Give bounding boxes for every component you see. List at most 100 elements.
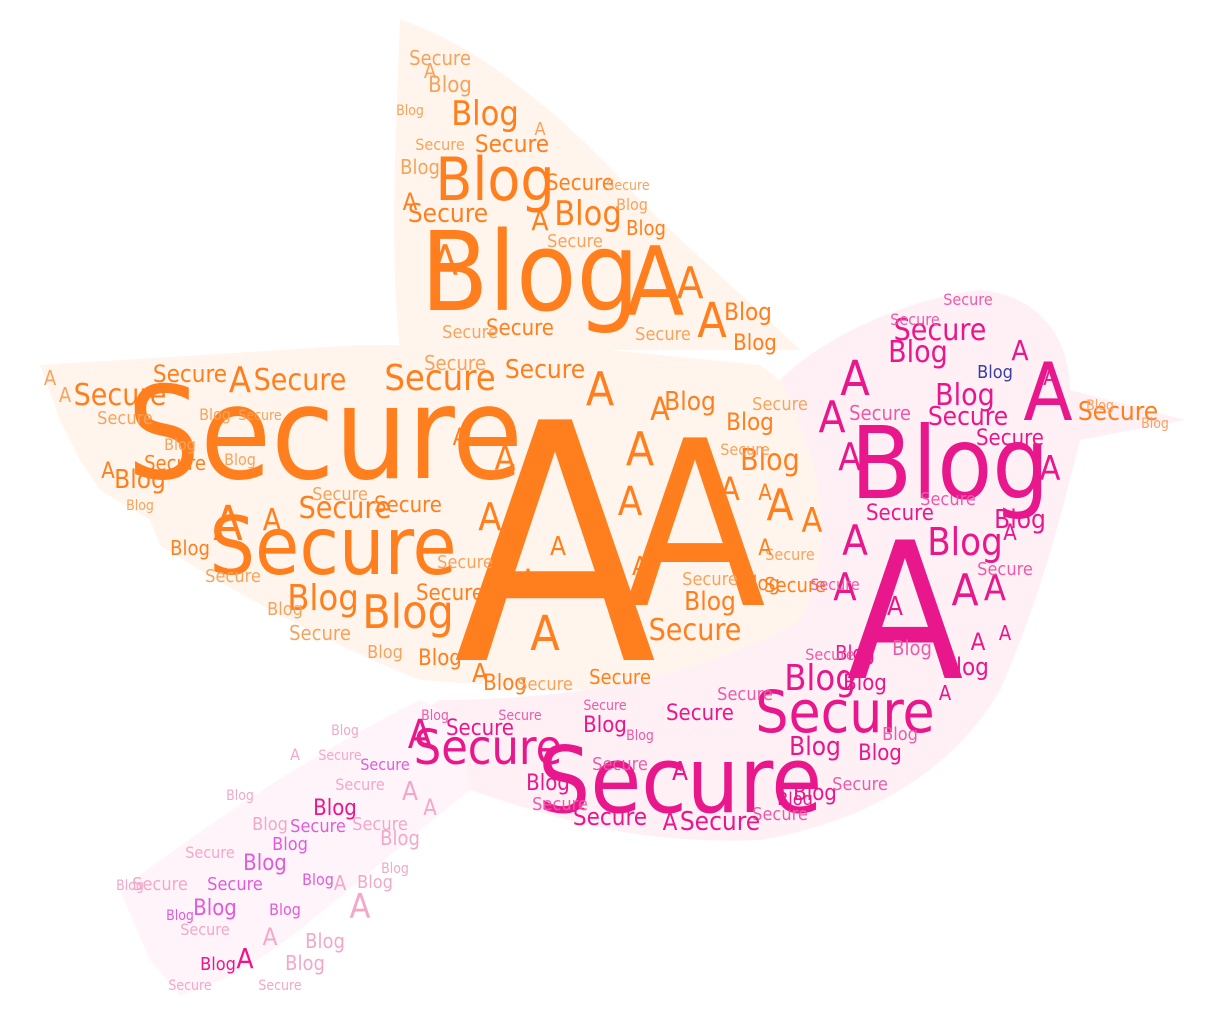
word-a: A bbox=[495, 439, 516, 479]
word-a: A bbox=[263, 503, 282, 538]
word-blog: Blog bbox=[224, 450, 256, 469]
word-a: A bbox=[453, 354, 656, 738]
word-blog: Blog bbox=[626, 728, 654, 744]
word-secure: Secure bbox=[254, 363, 347, 398]
word-secure: Secure bbox=[928, 402, 1008, 432]
dove-silhouette bbox=[40, 20, 1186, 995]
word-blog: Blog bbox=[977, 362, 1013, 383]
word-a: A bbox=[531, 204, 549, 237]
word-a: A bbox=[59, 383, 72, 407]
word-secure: Secure bbox=[486, 316, 554, 341]
word-a: A bbox=[766, 480, 793, 531]
word-blog: Blog bbox=[200, 954, 236, 975]
word-a: A bbox=[432, 236, 458, 285]
word-a: A bbox=[887, 592, 903, 622]
word-blog: Blog bbox=[400, 155, 440, 179]
word-a: A bbox=[1040, 449, 1061, 489]
word-blog: Blog bbox=[164, 435, 196, 454]
word-a: A bbox=[350, 887, 371, 927]
word-secure: Secure bbox=[573, 803, 647, 831]
word-a: A bbox=[802, 501, 823, 541]
word-blog: Blog bbox=[166, 908, 194, 924]
body-shape bbox=[418, 290, 1186, 841]
word-blog: Blog bbox=[935, 378, 995, 413]
word-a: A bbox=[408, 712, 433, 758]
word-secure: Secure bbox=[635, 324, 691, 345]
word-a: A bbox=[842, 516, 868, 565]
word-secure: Secure bbox=[414, 720, 562, 776]
word-secure: Secure bbox=[289, 621, 351, 645]
word-a: A bbox=[626, 422, 654, 476]
word-blog: Blog bbox=[1141, 416, 1169, 432]
word-secure: Secure bbox=[74, 378, 167, 413]
word-blog: Blog bbox=[941, 653, 989, 681]
word-blog: Blog bbox=[789, 732, 841, 762]
word-blog: Blog bbox=[305, 929, 345, 953]
word-blog: Blog bbox=[193, 896, 237, 921]
word-secure: Secure bbox=[312, 484, 368, 505]
word-blog: Blog bbox=[740, 443, 800, 478]
word-a: A bbox=[672, 757, 688, 787]
tail-shape bbox=[120, 700, 470, 995]
word-secure: Secure bbox=[209, 500, 456, 593]
word-blog: Blog bbox=[526, 771, 570, 796]
word-blog: Blog bbox=[269, 900, 301, 919]
word-secure: Secure bbox=[132, 874, 188, 895]
word-blog: Blog bbox=[421, 208, 640, 336]
word-secure: Secure bbox=[720, 440, 770, 459]
word-secure: Secure bbox=[238, 408, 282, 424]
word-blog: Blog bbox=[733, 331, 777, 356]
word-secure: Secure bbox=[752, 804, 808, 825]
word-blog: Blog bbox=[313, 796, 357, 821]
word-a: A bbox=[1043, 366, 1057, 391]
word-a: A bbox=[758, 536, 772, 561]
word-secure: Secure bbox=[185, 843, 235, 862]
word-a: A bbox=[618, 479, 643, 525]
word-secure: Secure bbox=[920, 489, 976, 510]
word-a: A bbox=[838, 435, 862, 479]
word-secure: Secure bbox=[475, 130, 549, 158]
word-blog: Blog bbox=[724, 298, 772, 326]
word-secure: Secure bbox=[680, 807, 760, 837]
word-a: A bbox=[229, 360, 251, 401]
word-a: A bbox=[1023, 346, 1072, 439]
word-blog: Blog bbox=[583, 713, 627, 738]
word-secure: Secure bbox=[764, 573, 826, 597]
word-secure: Secure bbox=[583, 698, 627, 714]
word-a: A bbox=[101, 459, 115, 484]
word-a: A bbox=[424, 59, 437, 83]
word-blog: Blog bbox=[1086, 398, 1114, 414]
word-secure: Secure bbox=[810, 575, 860, 594]
word-a: A bbox=[650, 390, 670, 428]
word-a: A bbox=[758, 481, 772, 506]
word-a: A bbox=[984, 568, 1006, 609]
word-a: A bbox=[453, 423, 468, 451]
word-a: A bbox=[624, 393, 766, 660]
word-a: A bbox=[402, 777, 418, 807]
word-a: A bbox=[951, 565, 978, 616]
word-blog: Blog bbox=[362, 585, 453, 639]
word-a: A bbox=[478, 495, 502, 539]
word-secure: Secure bbox=[546, 171, 614, 196]
word-blog: Blog bbox=[199, 405, 231, 424]
word-blog: Blog bbox=[267, 599, 303, 620]
word-a: A bbox=[833, 565, 857, 609]
word-a: A bbox=[423, 796, 437, 821]
word-secure: Secure bbox=[415, 135, 465, 154]
word-secure: Secure bbox=[180, 920, 230, 939]
word-secure: Secure bbox=[755, 678, 934, 746]
word-blog: Blog bbox=[927, 520, 1003, 564]
word-secure: Secure bbox=[374, 493, 442, 518]
word-a: A bbox=[847, 502, 964, 723]
word-blog: Blog bbox=[357, 872, 393, 893]
word-a: A bbox=[472, 659, 488, 689]
word-blog: Blog bbox=[726, 408, 774, 436]
word-blog: Blog bbox=[435, 145, 554, 215]
word-blog: Blog bbox=[835, 641, 875, 665]
word-secure: Secure bbox=[424, 351, 486, 375]
word-a: A bbox=[403, 188, 418, 216]
word-blog: Blog bbox=[114, 465, 166, 495]
word-secure: Secure bbox=[589, 665, 651, 689]
word-blog: Blog bbox=[777, 789, 813, 810]
